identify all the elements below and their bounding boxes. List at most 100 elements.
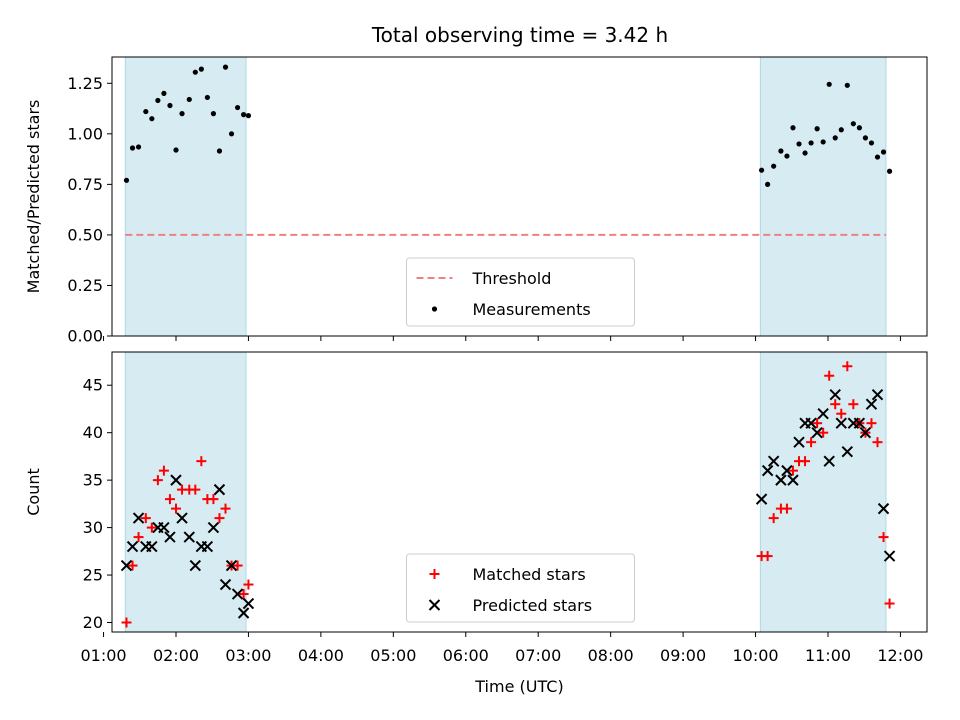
y-tick-label: 30 [83, 518, 103, 537]
bottom-panel: 20 25 30 35 40 45 01:00 02:00 03:00 04:00 05:00 06:… [24, 351, 928, 696]
x-tick-label: 05:00 [370, 646, 416, 665]
predicted-point [871, 389, 884, 401]
measurement-point [216, 148, 223, 154]
matched-point [196, 456, 207, 467]
measurement-point [862, 135, 869, 141]
measurement-point [844, 82, 850, 88]
predicted-marker-b [853, 417, 866, 429]
matched-point [133, 532, 144, 543]
predicted-point [132, 512, 145, 524]
measurement-point [143, 108, 149, 115]
chart-title: Total observing time = 3.42 h [371, 23, 668, 47]
measurement-point [155, 97, 161, 104]
measurement-point [228, 131, 235, 137]
matched-point [818, 427, 829, 438]
y-tick-label: 0.25 [67, 276, 103, 295]
matched-point [824, 370, 835, 381]
measurement-point [874, 154, 881, 160]
measurement-point [856, 125, 862, 131]
predicted-point [817, 407, 829, 420]
x-tick-label: 08:00 [588, 646, 634, 665]
legend-predicted-handle [428, 599, 441, 611]
measurement-point [161, 90, 167, 96]
predicted-marker-b [781, 464, 793, 477]
y-tick-label: 20 [83, 613, 103, 632]
y-axis-label: Matched/Predicted stars [24, 100, 43, 294]
predicted-marker-b [176, 512, 188, 524]
predicted-marker-b [841, 445, 854, 458]
matched-point [140, 513, 151, 524]
matched-point [170, 503, 181, 514]
legend-label: Matched stars [473, 565, 586, 584]
predicted-marker-b [793, 436, 805, 448]
predicted-marker-b [164, 531, 176, 543]
matched-point [781, 503, 792, 514]
x-tick-label: 06:00 [443, 646, 489, 665]
predicted-marker-b [237, 607, 250, 619]
measurement-point [234, 104, 241, 111]
predicted-point [841, 445, 854, 458]
predicted-point [805, 417, 817, 429]
measurement-point [241, 112, 247, 118]
legend-measurement-handle [431, 306, 438, 312]
predicted-point [823, 455, 835, 467]
matched-point [872, 437, 883, 448]
y-tick-label: 35 [83, 471, 103, 490]
predicted-point [219, 578, 232, 591]
matched-point [787, 465, 798, 476]
matched-point [243, 579, 254, 590]
predicted-point [146, 540, 158, 553]
measurement-point [222, 64, 229, 70]
predicted-marker-b [811, 426, 823, 439]
measurement-point [758, 167, 765, 173]
legend-label: Predicted stars [473, 596, 593, 615]
predicted-point [829, 389, 841, 401]
predicted-marker-b [158, 521, 170, 534]
predicted-marker-b [183, 531, 195, 543]
legend: Matched stars Predicted stars [406, 553, 635, 623]
measurement-point [192, 69, 198, 75]
predicted-marker-b [829, 389, 841, 401]
predicted-point [793, 436, 805, 448]
measurement-point [129, 145, 136, 151]
predicted-marker-b [823, 455, 835, 467]
series-predicted-stars [120, 389, 896, 619]
x-tick-label: 04:00 [298, 646, 344, 665]
predicted-marker-b [817, 407, 829, 420]
measurement-point [814, 126, 820, 132]
y-tick-label: 25 [83, 566, 103, 585]
matched-point [214, 513, 225, 524]
matched-point [164, 494, 175, 505]
measurement-point [832, 135, 838, 141]
y-tick-label: 40 [83, 423, 103, 442]
matched-point [146, 522, 157, 533]
measurement-point [135, 144, 142, 150]
matched-point [127, 560, 138, 571]
predicted-marker-b [213, 483, 226, 496]
predicted-marker-b [767, 455, 780, 467]
shaded-interval-1 [124, 56, 247, 337]
measurement-point [210, 111, 217, 117]
predicted-point [126, 540, 139, 553]
matched-point [152, 475, 163, 486]
predicted-marker-b [170, 474, 182, 486]
y-tick-label: 0.00 [67, 327, 103, 346]
measurement-point [179, 111, 185, 117]
predicted-point [761, 464, 774, 477]
measurement-point [149, 116, 155, 122]
legend: Threshold Measurements [406, 257, 635, 327]
predicted-point [835, 417, 847, 429]
y-tick-label: 1.25 [67, 74, 103, 93]
matched-point [762, 551, 773, 562]
legend-predicted-b [428, 599, 441, 611]
predicted-marker-b [132, 512, 145, 524]
legend-label: Threshold [472, 269, 552, 288]
x-tick-label: 12:00 [877, 646, 923, 665]
matched-point [238, 589, 249, 600]
shaded-interval-2 [759, 56, 887, 337]
predicted-point [859, 426, 872, 439]
x-axis-label: Time (UTC) [474, 677, 563, 696]
predicted-point [877, 502, 890, 515]
measurement-point [173, 147, 179, 153]
predicted-marker-b [146, 540, 158, 553]
